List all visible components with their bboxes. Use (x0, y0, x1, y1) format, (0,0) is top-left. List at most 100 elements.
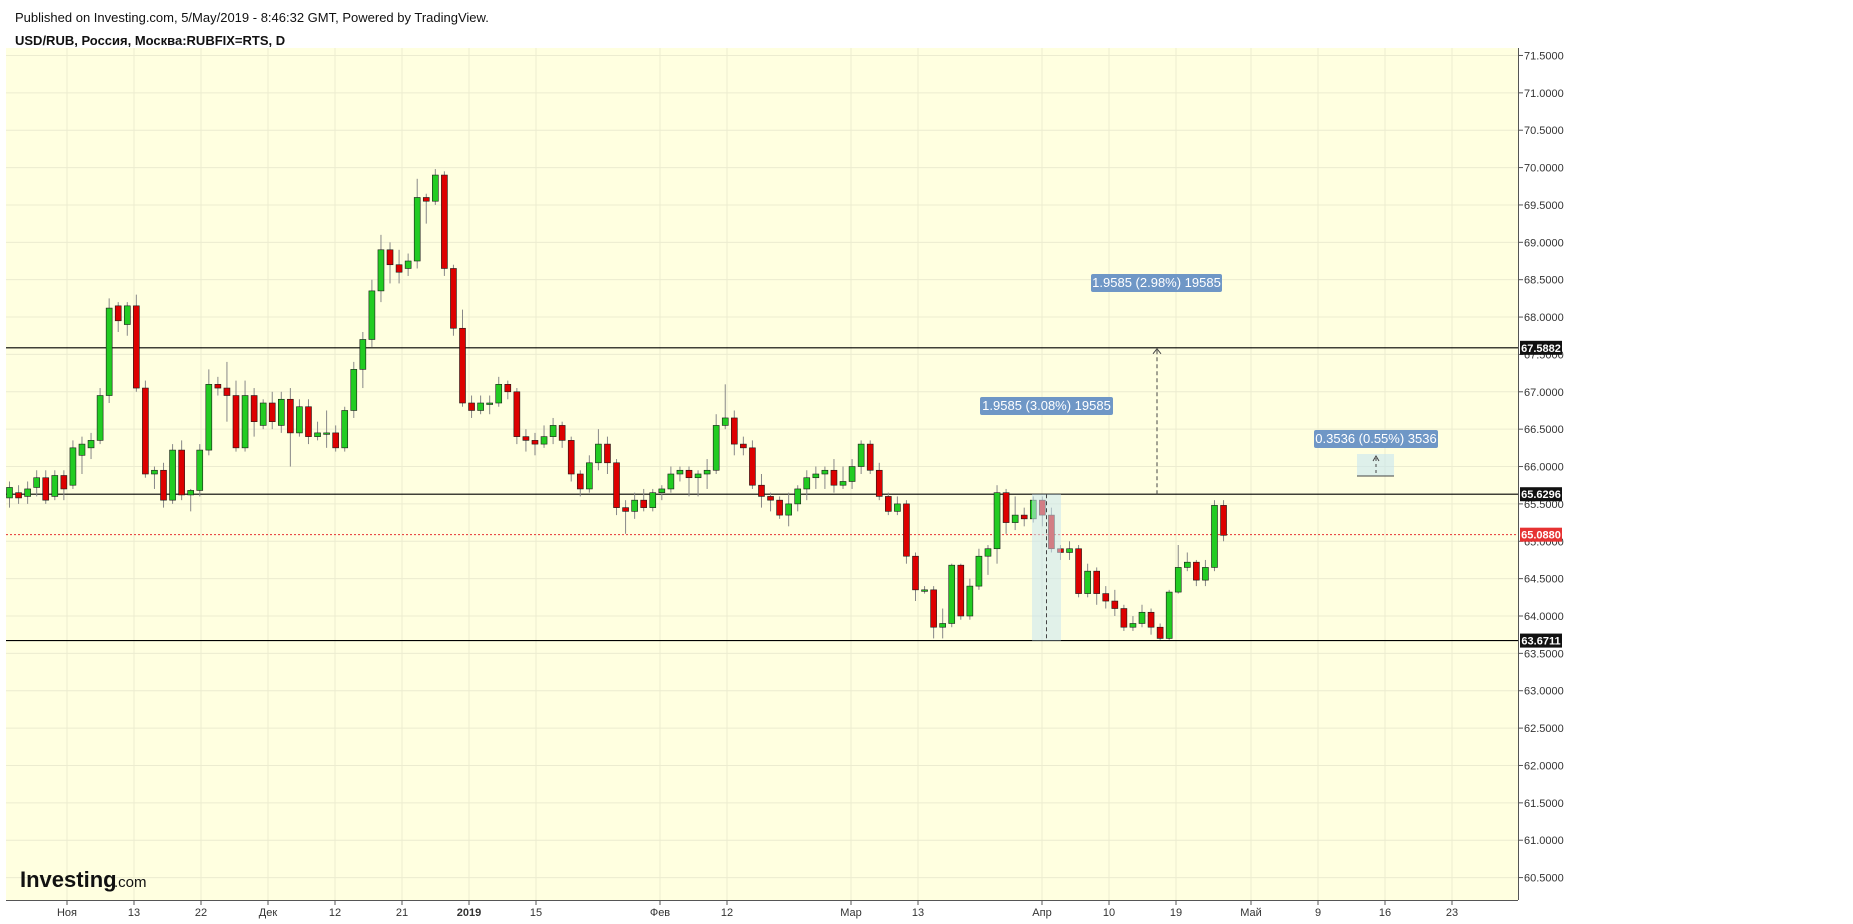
candle (712, 414, 720, 474)
candle-body-up (323, 432, 330, 435)
candle-body-up (1184, 561, 1191, 568)
y-tick-label: 68.0000 (1524, 312, 1564, 324)
y-tick-label: 70.5000 (1524, 125, 1564, 137)
last-price-label: 65.0880 (1521, 530, 1561, 542)
candle (495, 376, 503, 407)
candle-body-up (477, 402, 484, 411)
x-tick-label: 23 (1446, 907, 1458, 919)
published-caption: Published on Investing.com, 5/May/2019 -… (15, 10, 489, 25)
candle (549, 417, 557, 445)
candle-body-up (540, 436, 548, 445)
price-tag-label: 67.5882 (1521, 343, 1561, 355)
candle (377, 234, 385, 303)
candle-body-down (912, 555, 919, 591)
candle-body-up (1129, 623, 1137, 628)
candle-body-up (595, 443, 602, 464)
measure-3[interactable]: 0.3536 (0.55%) 3536 (1314, 430, 1438, 477)
candle (1174, 545, 1182, 594)
candle-body-down (504, 384, 512, 393)
candle (305, 399, 312, 445)
candle-body-down (1220, 505, 1227, 536)
candle (1011, 496, 1019, 531)
candle (966, 578, 974, 620)
candle-body-down (622, 507, 629, 512)
candle-body-up (984, 548, 992, 557)
price-tag (1520, 340, 1562, 355)
candle-body-up (314, 432, 321, 437)
candle-body-down (613, 462, 620, 508)
candle (468, 395, 475, 418)
candle (776, 496, 783, 519)
candle (323, 410, 330, 448)
candle (404, 253, 412, 276)
x-tick-label: 9 (1315, 907, 1321, 919)
candle-body-up (857, 443, 865, 467)
candle-body-down (459, 327, 466, 404)
candle (993, 485, 1001, 564)
candle (848, 459, 856, 489)
price-tags: 67.5882 65.6296 63.6711 65.0880 (1520, 340, 1562, 648)
candle (767, 492, 774, 512)
candle-body-up (1202, 567, 1209, 581)
candle-body-up (151, 469, 158, 475)
candle (948, 563, 956, 628)
x-tick-label: Мар (840, 907, 862, 919)
last-price-tag (1520, 527, 1562, 542)
candle (15, 485, 22, 504)
candle (250, 388, 258, 437)
candle-body-down (1093, 570, 1100, 594)
candle (1184, 552, 1191, 572)
candle-body-down (1147, 611, 1155, 628)
candle (24, 481, 31, 504)
candle-body-down (957, 564, 965, 617)
candle (894, 496, 901, 516)
measure-1-arrow (1152, 348, 1162, 355)
x-tick-label: Ноя (57, 907, 77, 919)
candle-body-up (413, 197, 421, 262)
candle-body-up (368, 290, 376, 340)
candle-body-up (1066, 548, 1073, 553)
y-tick-label: 69.5000 (1524, 200, 1564, 212)
candle-body-up (51, 475, 59, 497)
candle-body-down (160, 469, 167, 501)
investing-logo: Investing .com (20, 867, 147, 892)
candle (839, 466, 847, 489)
candle (703, 459, 711, 489)
x-tick-label: Апр (1032, 907, 1051, 919)
candle-body-up (1138, 611, 1146, 624)
candle-body-up (432, 174, 439, 202)
x-axis: Ноя 13 22 Дек 12 21 2019 15 Фев 12 Мар 13 Апр 10 19 Май… (6, 900, 1518, 919)
candle (558, 421, 566, 448)
candle (866, 440, 874, 474)
candle (87, 432, 95, 460)
candle-body-up (486, 402, 493, 405)
candle-body-up (712, 425, 720, 471)
candle-body-down (450, 268, 457, 329)
measure-2[interactable]: 1.9585 (3.08%) 19585 (980, 397, 1113, 641)
candle-body-down (567, 440, 575, 475)
candle-body-down (1102, 593, 1110, 602)
candle (903, 500, 910, 564)
measure-1[interactable]: 1.9585 (2.98%) 19585 (1091, 274, 1222, 495)
candle-body-down (522, 436, 530, 441)
y-tick-label: 67.0000 (1524, 387, 1564, 399)
candle-body-down (576, 473, 584, 490)
candle (1202, 559, 1209, 587)
candle (1020, 507, 1028, 527)
candle (1211, 500, 1218, 572)
candle (350, 361, 358, 418)
candle-body-up (259, 402, 267, 426)
x-tick-label: Дек (259, 907, 278, 919)
candle (622, 500, 629, 534)
candle-body-up (377, 249, 385, 292)
x-tick-label: 13 (128, 907, 140, 919)
candle (42, 470, 50, 504)
y-tick-label: 61.0000 (1524, 835, 1564, 847)
y-tick-label: 66.5000 (1524, 424, 1564, 436)
candle (812, 466, 820, 489)
candle (921, 586, 928, 594)
candle-body-up (24, 488, 31, 497)
candle-body-down (178, 449, 185, 496)
candle-body-down (1156, 626, 1164, 639)
